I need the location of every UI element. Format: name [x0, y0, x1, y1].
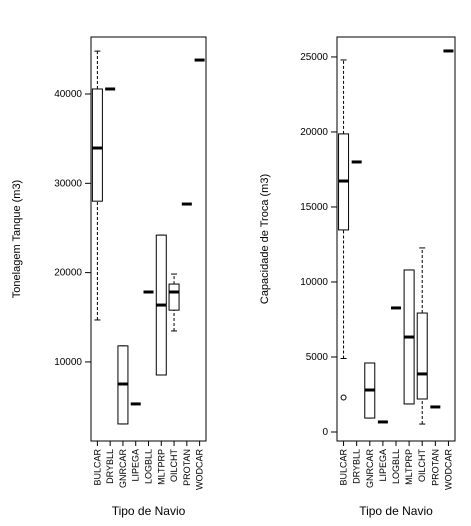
y-axis-label: Tonelagem Tanque (m3) [11, 180, 23, 298]
x-tick-label: MLTPRP [156, 449, 166, 485]
x-tick-label: LIPEGA [131, 449, 141, 482]
box [91, 88, 103, 202]
x-tick-label: PROTAN [182, 449, 192, 486]
y-tick-label: 25000 [300, 52, 328, 63]
x-tick-label: PROTAN [430, 449, 440, 486]
y-tick-label: 20000 [300, 127, 328, 138]
y-tick-label: 10000 [54, 357, 82, 368]
x-tick-label: DRYBLL [105, 449, 115, 484]
y-axis-label: Capacidade de Troca (m3) [259, 174, 271, 304]
y-tick-label: 40000 [54, 89, 82, 100]
x-tick-label: DRYBLL [352, 449, 362, 484]
x-tick-label: BULCAR [339, 449, 349, 486]
x-tick-label: MLTPRP [404, 449, 414, 485]
y-tick-label: 15000 [300, 202, 328, 213]
x-axis-label: Tipo de Navio [112, 504, 186, 518]
x-tick-label: LOGBLL [391, 449, 401, 484]
y-tick-label: 0 [322, 427, 328, 438]
x-tick-label: WODCAR [443, 449, 453, 490]
x-tick-label: GNRCAR [118, 449, 128, 489]
x-tick-label: BULCAR [92, 449, 102, 486]
x-axis-label: Tipo de Navio [359, 504, 433, 518]
x-tick-label: LOGBLL [144, 449, 154, 484]
x-tick-label: OILCHT [169, 449, 179, 483]
y-tick-label: 10000 [300, 277, 328, 288]
plot-frame [336, 36, 456, 442]
y-tick-label: 30000 [54, 178, 82, 189]
box [416, 312, 428, 400]
x-tick-label: GNRCAR [365, 449, 375, 489]
x-tick-label: LIPEGA [378, 449, 388, 482]
box [168, 283, 180, 311]
outlier [340, 394, 347, 401]
x-tick-label: OILCHT [417, 449, 427, 483]
plot-frame [90, 36, 207, 442]
y-tick-label: 5000 [306, 352, 329, 363]
y-tick-label: 20000 [54, 268, 82, 279]
x-tick-label: WODCAR [195, 449, 205, 490]
